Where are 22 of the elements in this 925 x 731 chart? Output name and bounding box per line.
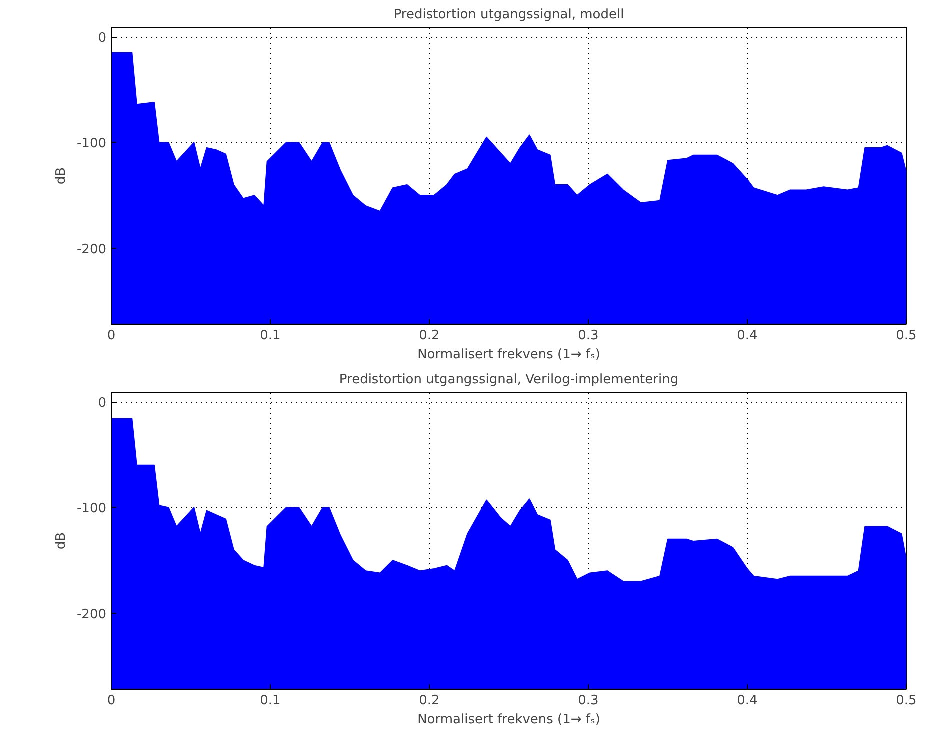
x-tick-label: 0.4 <box>737 694 758 708</box>
x-tick-label: 0.2 <box>419 328 440 344</box>
y-tick-label: 0 <box>98 396 107 412</box>
y-axis-title: dB <box>54 532 69 550</box>
y-tick-label: -200 <box>76 242 107 258</box>
x-tick-label: 0.3 <box>578 328 599 344</box>
x-tick-label: 0.5 <box>896 328 917 344</box>
x-tick-label: 0.4 <box>737 328 758 344</box>
x-axis-title: Normalisert frekvens (1→ fₛ) <box>418 712 600 728</box>
chart-title: Predistortion utgangssignal, Verilog-implementering <box>339 372 679 388</box>
chart-title: Predistortion utgangssignal, modell <box>394 8 624 22</box>
x-tick-label: 0.1 <box>260 694 281 708</box>
y-tick-label: 0 <box>98 31 107 46</box>
y-axis-title: dB <box>54 167 69 185</box>
x-tick-label: 0.3 <box>578 694 599 708</box>
x-tick-label: 0.5 <box>896 694 917 708</box>
y-tick-label: -200 <box>76 607 107 622</box>
x-tick-label: 0.1 <box>260 328 281 344</box>
y-tick-label: -100 <box>76 136 107 152</box>
y-tick-label: -100 <box>76 502 107 517</box>
x-axis-title: Normalisert frekvens (1→ fₛ) <box>418 348 600 362</box>
x-tick-label: 0.2 <box>419 694 440 708</box>
